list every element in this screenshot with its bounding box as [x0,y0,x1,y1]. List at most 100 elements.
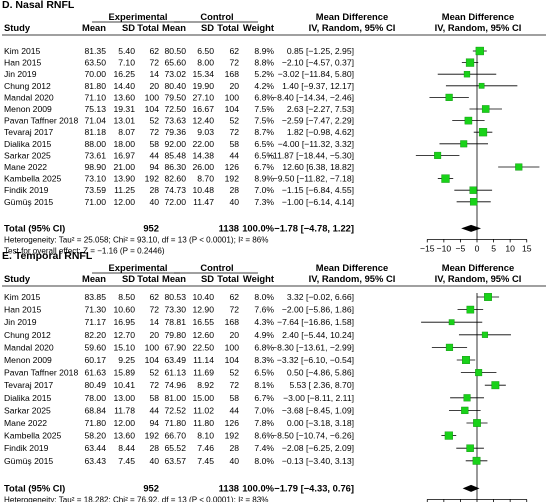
experimental-mean: 71.04 [84,116,106,126]
control-total: 72 [229,58,239,68]
experimental-mean: 63.50 [84,58,106,68]
study-effect-square [434,151,442,159]
study-effect-square [445,93,453,101]
control-sd: 11.02 [193,405,214,415]
study-effect-square [465,58,475,67]
control-mean: 73.30 [164,305,186,315]
experimental-total: 20 [149,81,159,91]
control-sd: 11.47 [193,197,214,207]
control-sd: 19.90 [192,81,214,91]
heterogeneity-text: Heterogeneity: Tau² = 18.282; Chi² = 76.… [4,495,269,502]
control-mean: 65.60 [164,58,186,68]
experimental-total: 40 [149,456,159,466]
total-label: Total (95% CI) [4,222,65,233]
control-total: 72 [229,305,239,315]
study-weight: 7.5% [254,116,274,126]
experimental-sd: 16.25 [113,69,135,79]
experimental-total: 58 [149,393,159,403]
study-name: Kim 2015 [4,46,41,56]
control-sd: 12.90 [192,305,214,315]
x-axis-tick-label: 5 [491,243,496,253]
control-mean: 81.00 [164,393,186,403]
experimental-mean: 71.17 [84,317,106,327]
study-effect-square [464,116,473,125]
experimental-total: 100 [145,92,160,102]
control-mean: 67.90 [164,342,186,352]
header-total-control: Total [217,22,239,33]
study-effect-square [466,305,475,314]
total-mean-difference-ci: −1.78 [−4.78, 1.22] [274,222,354,233]
study-weight: 7.5% [254,104,274,114]
study-name: Kambella 2025 [4,431,62,441]
experimental-mean: 60.17 [84,355,106,365]
study-weight: 8.9% [254,46,274,56]
study-weight: 5.2% [254,69,274,79]
study-effect-square [466,444,474,452]
study-name: Pavan Taffner 2018 [4,116,78,126]
x-axis-tick-label: −5 [456,243,466,253]
study-weight: 8.8% [254,58,274,68]
experimental-sd: 21.00 [113,162,135,172]
control-mean: 72.50 [164,104,186,114]
experimental-sd: 12.00 [113,418,135,428]
study-effect-square [461,406,469,415]
control-sd: 6.50 [197,46,214,56]
control-sd: 22.50 [192,342,214,352]
control-sd: 16.67 [192,104,214,114]
header-mean-experimental: Mean [82,273,106,284]
control-total: 44 [229,405,239,415]
mean-difference-ci: −3.32 [−6.10, −0.54] [277,355,354,365]
control-total: 72 [229,127,239,137]
panel-title: E. Temporal RNFL [2,250,93,262]
heterogeneity-text: Heterogeneity: Tau² = 25.058; Chi² = 93.… [4,235,269,244]
total-mean-difference-ci: −1.79 [−4.33, 0.76] [274,482,354,493]
control-total: 20 [229,330,239,340]
total-label: Total (95% CI) [4,482,65,493]
overall-effect-text: Test for overall effect: Z = −1.16 (P = … [4,246,165,255]
header-total-experimental: Total [137,22,159,33]
study-name: Jin 2019 [4,317,37,327]
mean-difference-ci: −2.00 [−5.86, 1.86] [282,305,354,315]
study-effect-square [478,128,488,137]
experimental-total: 20 [149,330,159,340]
total-experimental-n: 952 [143,222,159,233]
control-sd: 10.40 [192,292,214,302]
control-total: 126 [225,162,240,172]
control-total: 192 [225,431,240,441]
control-sd: 12.40 [192,116,214,126]
experimental-mean: 82.20 [84,330,106,340]
study-effect-square [481,331,489,338]
control-total: 58 [229,393,239,403]
mean-difference-ci: −1.00 [−6.14, 4.14] [282,197,354,207]
control-sd: 27.10 [192,92,214,102]
study-name: Sarkar 2025 [4,405,51,415]
study-effect-square [475,369,483,377]
study-effect-square [484,293,492,301]
study-weight: 7.8% [254,418,274,428]
control-mean: 92.00 [164,139,186,149]
experimental-sd: 11.25 [114,185,135,195]
control-mean: 65.52 [164,443,186,453]
control-total: 28 [229,443,239,453]
study-effect-square [478,82,485,89]
experimental-sd: 10.60 [113,305,135,315]
total-control-n: 1138 [219,222,239,233]
control-mean: 72.00 [164,197,186,207]
experimental-sd: 18.00 [113,139,135,149]
experimental-sd: 11.78 [114,405,135,415]
x-axis-tick-label: −15 [420,243,435,253]
experimental-sd: 19.31 [113,104,135,114]
control-sd: 15.00 [192,393,214,403]
experimental-sd: 14.40 [113,81,135,91]
study-name: Mandal 2020 [4,342,54,352]
mean-difference-ci: −9.50 [−11.82, −7.18] [273,174,354,184]
study-effect-square [445,343,454,351]
study-name: Jin 2019 [4,69,37,79]
experimental-total: 94 [149,162,159,172]
study-name: Tevaraj 2017 [4,380,53,390]
study-weight: 6.5% [254,368,274,378]
control-total: 28 [229,185,239,195]
experimental-sd: 5.40 [118,46,135,56]
control-mean: 63.57 [164,456,186,466]
control-total: 52 [229,368,239,378]
